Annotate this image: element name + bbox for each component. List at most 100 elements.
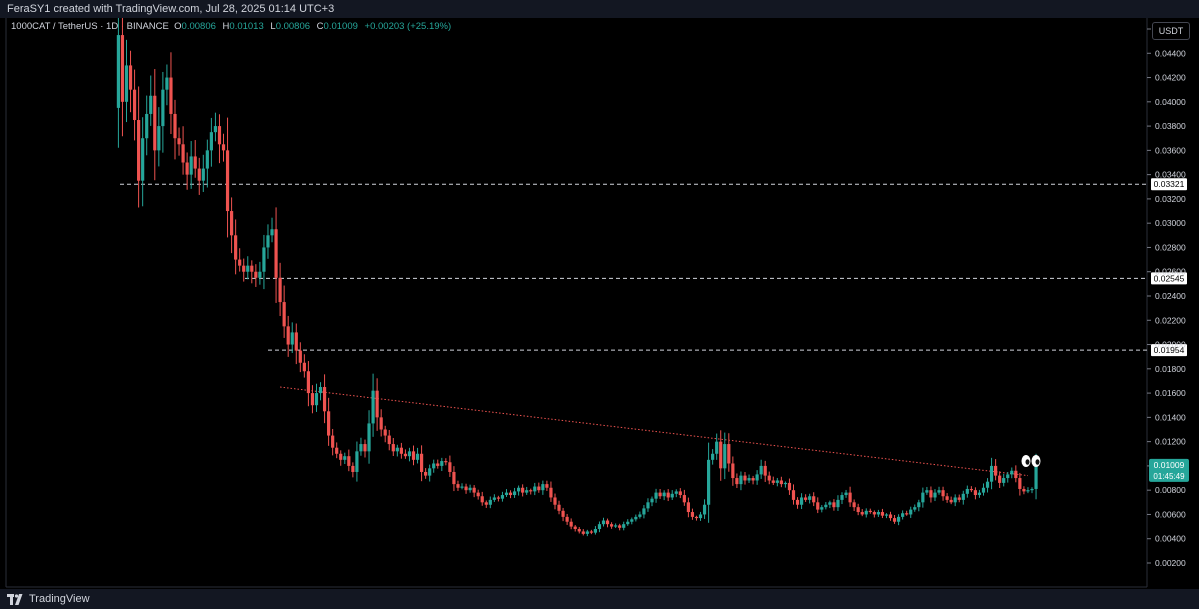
candle-body — [711, 453, 715, 460]
symbol-legend: 1000CAT / TetherUS · 1D · BINANCE O0.008… — [11, 21, 455, 32]
candle-body — [189, 156, 193, 175]
candle-body — [310, 393, 315, 406]
legend-high-value: 0.01013 — [229, 21, 264, 32]
candle-body — [824, 504, 828, 508]
candle-body — [525, 490, 529, 493]
candle-body — [270, 229, 274, 236]
horizontal-levels[interactable]: 0.03321 0.02545 0.01954 — [120, 178, 1187, 357]
candle-body — [415, 453, 420, 460]
candle-body — [686, 502, 690, 513]
candle-body — [294, 332, 298, 351]
attribution-bar: FeraSY1 created with TradingView.com, Ju… — [0, 0, 1199, 18]
y-tick-label: 0.00600 — [1155, 509, 1186, 519]
candle-body — [209, 132, 213, 151]
candle-body — [783, 482, 788, 485]
candle-body — [173, 113, 177, 139]
candle-body — [314, 393, 319, 406]
candle-body — [391, 444, 395, 452]
y-tick-label: 0.01200 — [1155, 437, 1186, 447]
candle-body — [242, 265, 246, 272]
candle-body — [739, 475, 743, 485]
candle-body — [282, 302, 286, 327]
candle-body — [549, 487, 553, 498]
candle-body — [472, 487, 476, 493]
candle-body — [609, 524, 614, 527]
y-tick-label: 0.04000 — [1155, 97, 1186, 107]
candle-body — [977, 492, 982, 496]
candle-body — [318, 387, 323, 394]
candle-body — [335, 447, 339, 454]
candle-body — [512, 491, 517, 496]
candle-body — [840, 495, 844, 500]
candle-body — [646, 502, 650, 509]
candle-body — [816, 502, 820, 510]
candle-body — [799, 497, 804, 505]
candle-body — [444, 461, 448, 463]
candle-body — [832, 502, 836, 508]
candle-body — [205, 150, 209, 169]
candle-body — [985, 481, 990, 488]
candle-body — [622, 524, 626, 528]
candle-body — [424, 471, 428, 476]
candle-body — [678, 491, 682, 496]
tradingview-logo[interactable]: TradingView — [7, 589, 90, 609]
candle-body — [448, 462, 452, 472]
candle-body — [973, 490, 978, 496]
y-tick-label: 0.03600 — [1155, 145, 1186, 155]
candle-body — [128, 65, 133, 90]
legend-high-label: H — [222, 21, 230, 32]
candle-body — [909, 509, 913, 515]
candle-body — [383, 429, 387, 436]
candle-body — [585, 531, 589, 534]
currency-button[interactable]: USDT — [1152, 22, 1190, 40]
candle-body — [763, 465, 767, 476]
candle-body — [961, 493, 965, 500]
candle-body — [775, 480, 779, 483]
candle-body — [989, 465, 994, 482]
candle-body — [905, 513, 909, 515]
candle-body — [379, 417, 383, 430]
candle-body — [1034, 464, 1038, 489]
candle-body — [795, 499, 800, 505]
y-tick-label: 0.00200 — [1155, 558, 1186, 568]
candle-body — [387, 435, 391, 445]
candle-body — [440, 461, 444, 466]
candle-body — [953, 497, 957, 503]
candle-body — [884, 514, 889, 516]
candle-body — [1002, 478, 1006, 483]
price-axis[interactable]: 0.046000.044000.042000.040000.038000.036… — [1147, 24, 1189, 568]
candle-body — [589, 531, 593, 533]
eyes-emoji — [1021, 455, 1041, 467]
candle-body — [141, 138, 145, 181]
candle-body — [411, 451, 416, 460]
candle-body — [1014, 470, 1018, 479]
candle-body — [892, 518, 897, 522]
eye-pupil — [1035, 459, 1040, 465]
candle-body — [529, 490, 533, 492]
candle-body — [327, 411, 331, 436]
tradingview-logo-icon — [7, 593, 23, 605]
candle-body — [808, 496, 812, 500]
legend-symbol[interactable]: 1000CAT / TetherUS · 1D · BINANCE — [11, 21, 169, 32]
candle-body — [363, 444, 367, 452]
y-tick-label: 0.02400 — [1155, 291, 1186, 301]
legend-close-value: 0.01009 — [323, 21, 358, 32]
countdown-label: 01:45:49 — [1153, 472, 1185, 481]
candle-body — [860, 512, 864, 515]
candle-body — [573, 526, 577, 530]
candle-body — [355, 451, 359, 472]
candle-body — [864, 510, 868, 515]
candle-body — [517, 487, 521, 492]
level-price-label: 0.01954 — [1154, 345, 1185, 355]
y-tick-label: 0.00800 — [1155, 485, 1186, 495]
candle-body — [302, 362, 306, 372]
trendline-group[interactable] — [280, 386, 1029, 477]
candle-body — [844, 492, 848, 496]
candle-body — [670, 493, 674, 498]
candle-body — [468, 487, 472, 491]
y-tick-label: 0.03200 — [1155, 194, 1186, 204]
candle-body — [120, 35, 125, 102]
candle-body — [367, 423, 371, 452]
candle-body — [521, 487, 525, 493]
